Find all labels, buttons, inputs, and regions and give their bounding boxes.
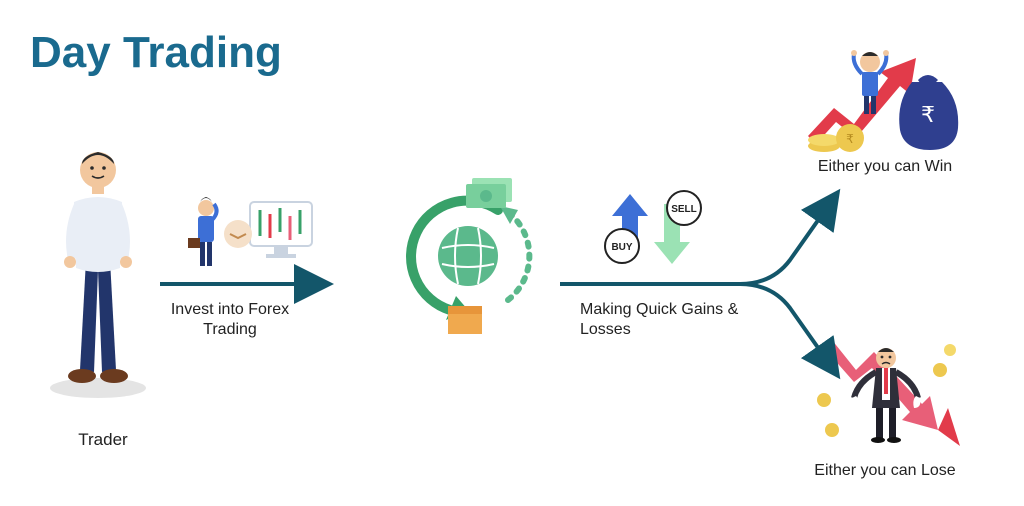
lose-label: Either you can Lose (800, 462, 970, 480)
trader-illustration (38, 140, 158, 400)
svg-text:BUY: BUY (611, 242, 632, 253)
svg-text:₹: ₹ (921, 102, 935, 127)
lose-illustration (810, 330, 970, 458)
page-title: Day Trading (30, 28, 282, 78)
trading-cycle-illustration (390, 170, 550, 340)
gains-label: Making Quick Gains & Losses (580, 300, 750, 340)
svg-text:₹: ₹ (846, 132, 854, 146)
buy-sell-illustration: BUY SELL (600, 186, 720, 274)
svg-text:SELL: SELL (671, 204, 697, 215)
forex-illustration (180, 188, 320, 274)
invest-label: Invest into Forex Trading (150, 300, 310, 340)
win-label: Either you can Win (800, 158, 970, 176)
win-illustration: ₹ ₹ (800, 40, 970, 158)
trader-label: Trader (58, 430, 148, 450)
